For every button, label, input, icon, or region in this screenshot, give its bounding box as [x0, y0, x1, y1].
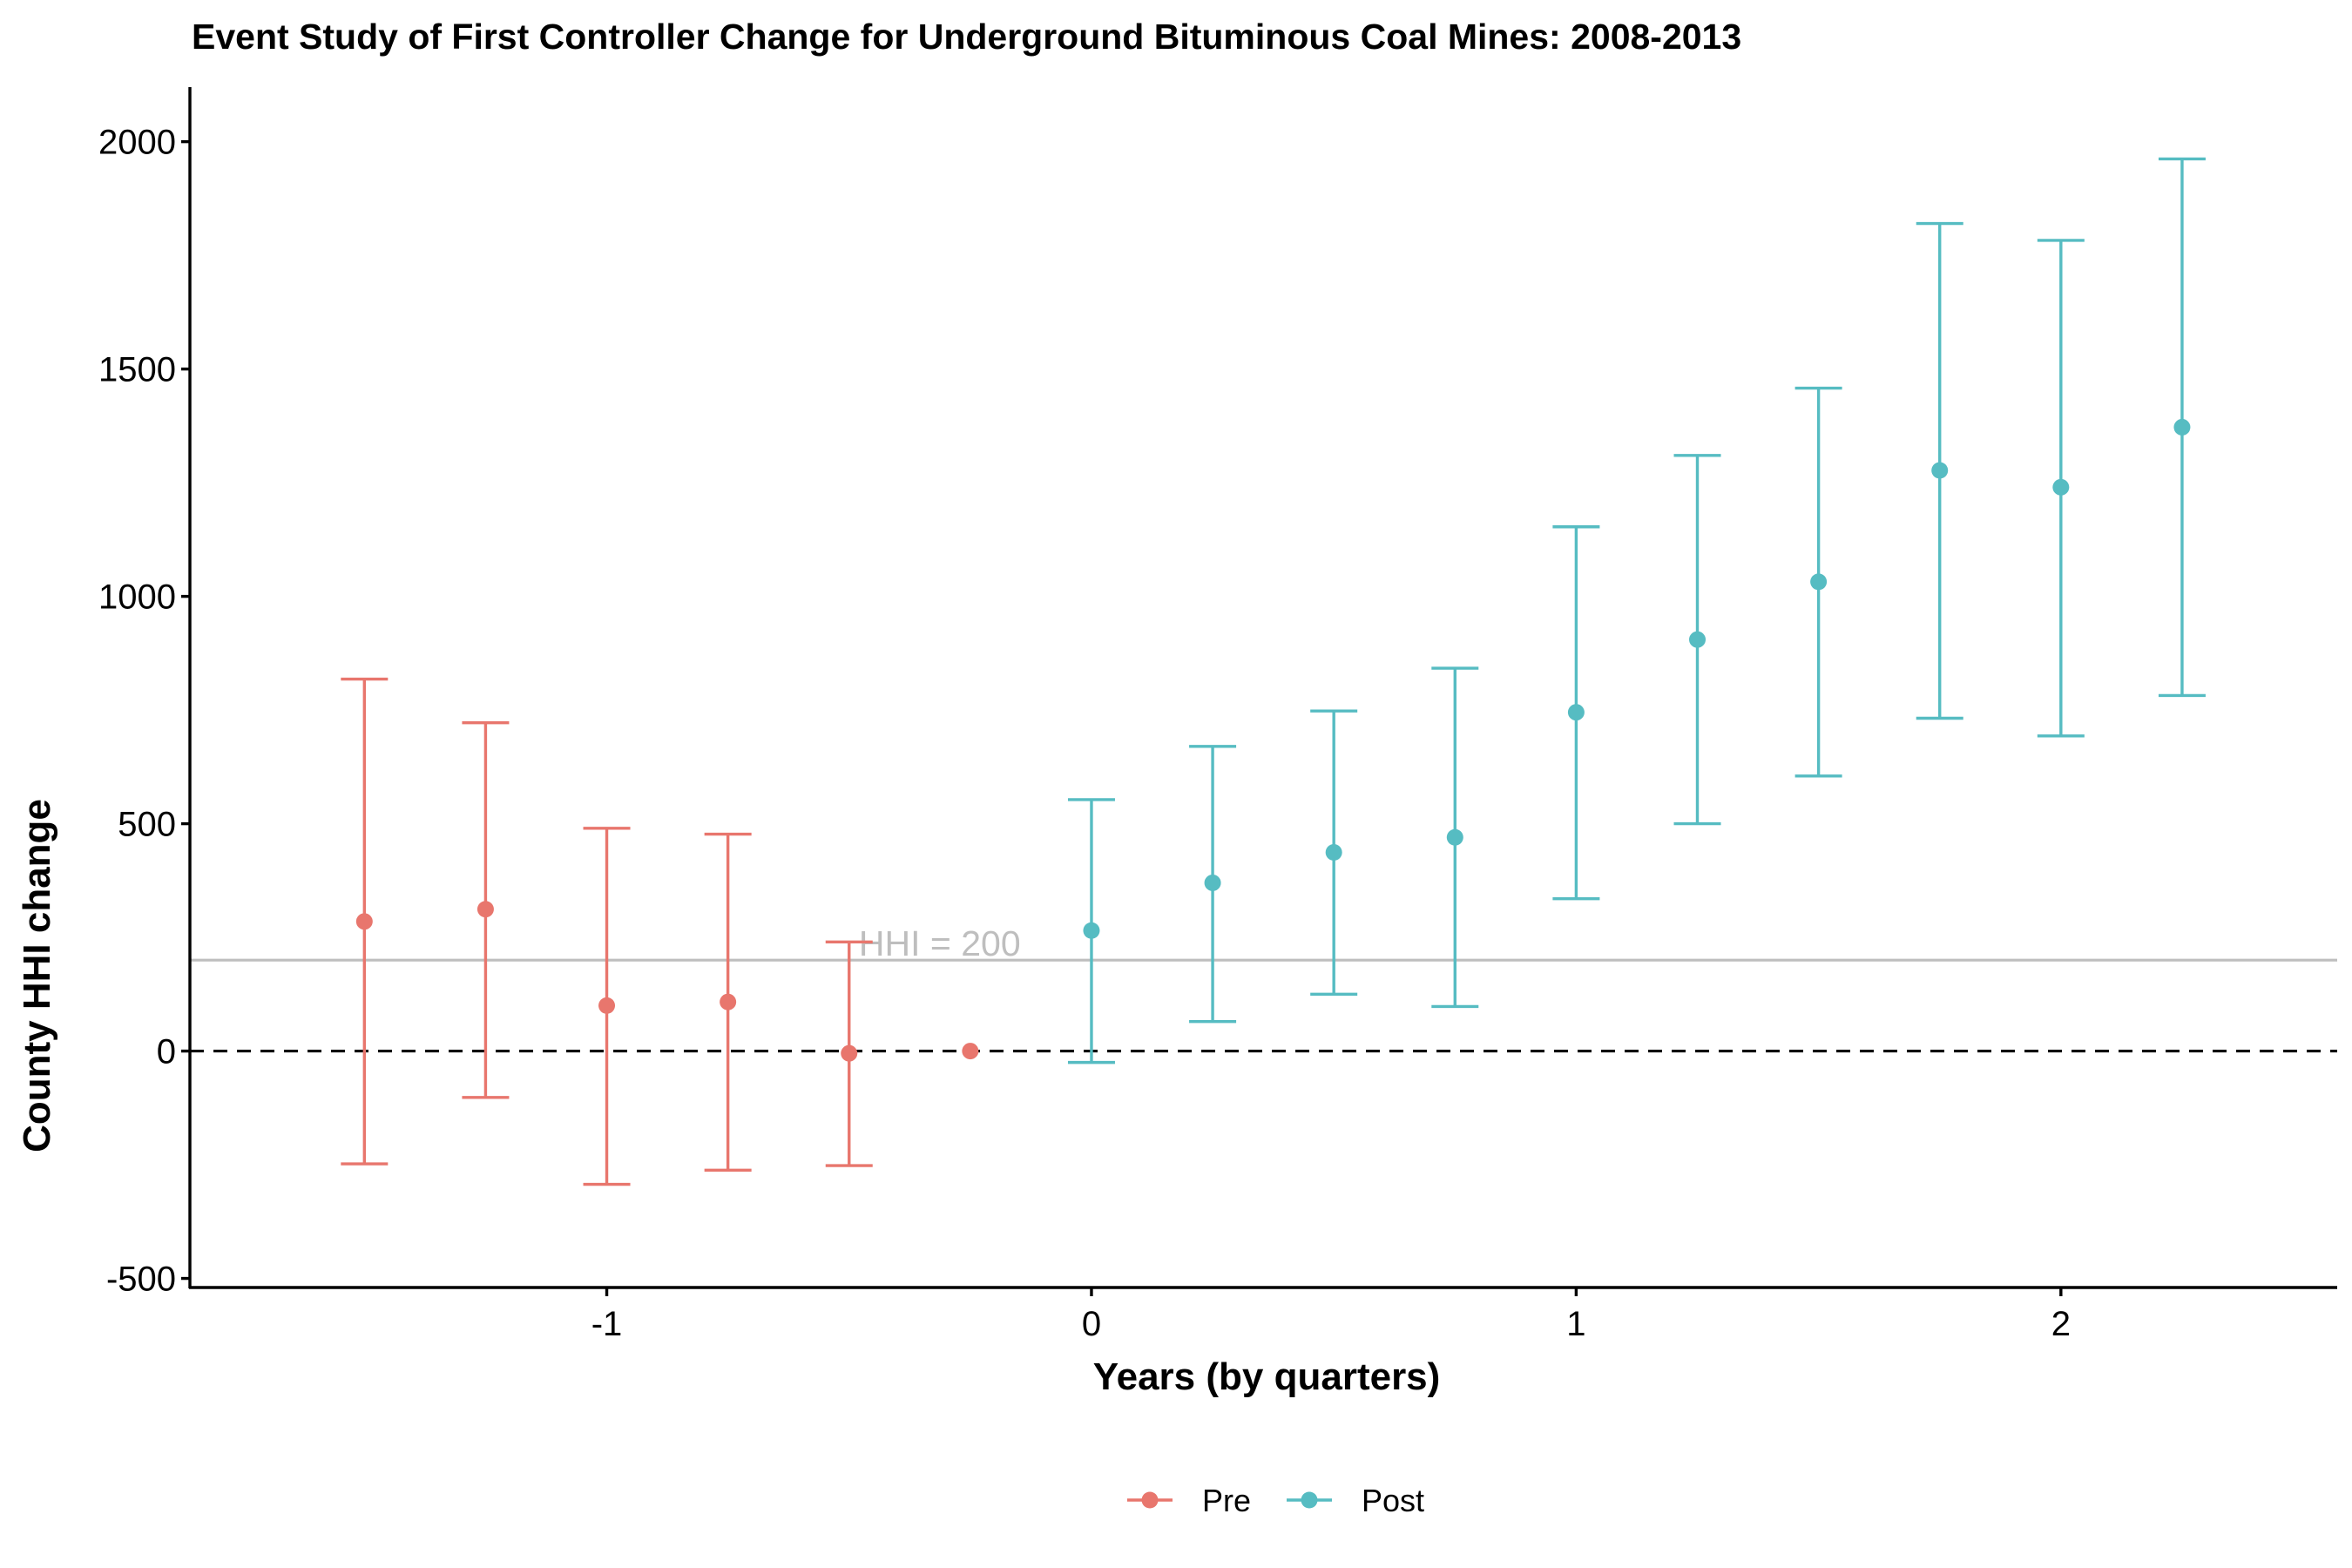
legend-item-post: Post — [1287, 1483, 1424, 1518]
x-axis-title: Years (by quarters) — [1093, 1355, 1441, 1398]
data-point — [720, 993, 737, 1010]
axes: -500 0 500 1000 1500 2000 -1 0 1 2 — [98, 87, 2337, 1343]
legend-key-point — [1141, 1491, 1159, 1509]
data-point — [2052, 478, 2070, 496]
data-point — [598, 997, 616, 1014]
data-point — [2173, 418, 2191, 436]
series-post — [1067, 157, 2206, 1064]
y-tick-label: -500 — [106, 1260, 176, 1299]
data-point — [841, 1044, 858, 1062]
data-point — [962, 1043, 979, 1060]
y-tick-label: 0 — [157, 1033, 176, 1071]
data-point — [1325, 843, 1342, 861]
legend-key-point — [1301, 1491, 1318, 1509]
legend-item-pre: Pre — [1127, 1483, 1251, 1518]
legend: Pre Post — [1127, 1483, 1424, 1518]
y-tick-label: 500 — [118, 806, 176, 844]
x-tick-label: -1 — [591, 1305, 623, 1343]
data-point — [1689, 631, 1707, 648]
y-tick-label: 1000 — [98, 578, 176, 617]
y-tick-label: 2000 — [98, 124, 176, 162]
data-point — [1931, 462, 1949, 479]
data-point — [1204, 874, 1221, 891]
data-point — [355, 913, 373, 930]
legend-label: Pre — [1202, 1483, 1251, 1518]
x-tick-label: 0 — [1082, 1305, 1101, 1343]
data-point — [1083, 922, 1100, 939]
chart-title: Event Study of First Controller Change f… — [192, 17, 1741, 57]
hhi-threshold-label: HHI = 200 — [859, 923, 1021, 963]
legend-label: Post — [1362, 1483, 1424, 1518]
data-point — [1810, 573, 1828, 591]
x-tick-label: 1 — [1566, 1305, 1585, 1343]
reference-lines: HHI = 200 — [190, 923, 2337, 1053]
x-tick-label: 2 — [2051, 1305, 2071, 1343]
y-axis-title: County HHI change — [16, 799, 58, 1152]
data-point — [476, 901, 494, 918]
data-point — [1567, 704, 1585, 721]
data-point — [1446, 828, 1463, 846]
y-tick-label: 1500 — [98, 351, 176, 389]
data-series — [341, 157, 2206, 1186]
series-pre — [341, 677, 979, 1186]
